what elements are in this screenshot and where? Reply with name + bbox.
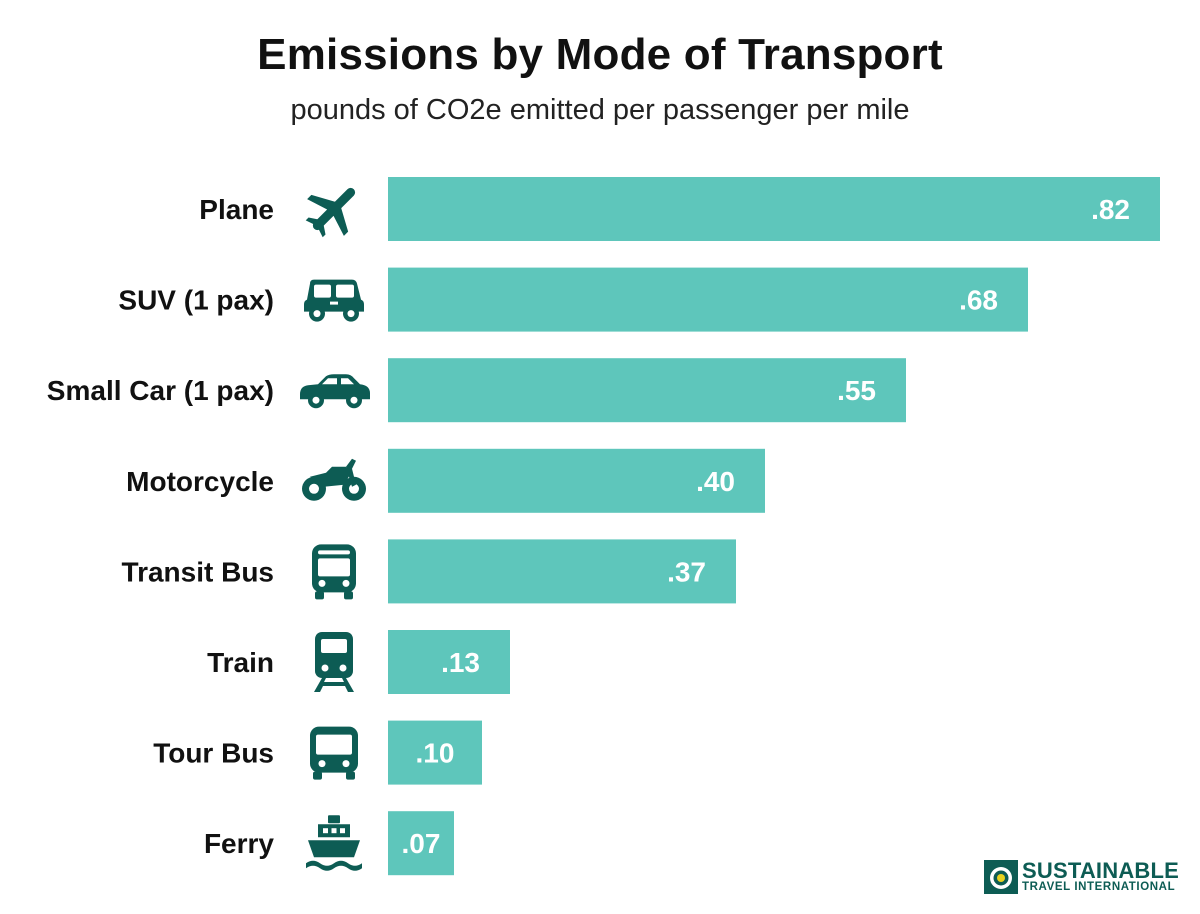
bar (388, 539, 736, 604)
bar (388, 358, 906, 423)
bar (388, 267, 1028, 332)
category-label: Plane (199, 194, 274, 225)
chart-subtitle: pounds of CO2e emitted per passenger per… (290, 94, 910, 126)
ferry-icon (306, 815, 362, 871)
value-label: .55 (837, 375, 876, 406)
bar (388, 811, 454, 876)
value-label: .82 (1091, 194, 1130, 225)
category-label: Train (207, 647, 274, 678)
category-label: Small Car (1 pax) (47, 375, 274, 406)
value-label: .68 (959, 285, 998, 316)
chart-title: Emissions by Mode of Transport (257, 30, 943, 79)
transit-bus-icon (312, 544, 356, 600)
plane-icon (305, 187, 356, 238)
small-car-icon (300, 374, 370, 409)
bar (388, 177, 1160, 241)
suv-icon (304, 279, 364, 322)
motorcycle-icon (302, 458, 366, 501)
value-label: .37 (667, 556, 706, 587)
category-label: SUV (1 pax) (118, 285, 274, 316)
value-label: .13 (441, 647, 480, 678)
value-label: .10 (416, 738, 455, 769)
bar (388, 630, 510, 694)
tour-bus-icon (310, 726, 358, 780)
bar (388, 720, 482, 785)
category-label: Tour Bus (153, 738, 274, 769)
category-label: Motorcycle (126, 466, 274, 497)
logo-line2: TRAVEL INTERNATIONAL (1022, 881, 1176, 893)
value-label: .07 (402, 828, 441, 859)
category-label: Transit Bus (122, 556, 274, 587)
value-label: .40 (696, 466, 735, 497)
logo-mark-icon (984, 860, 1018, 894)
category-label: Ferry (204, 828, 274, 859)
bar (388, 448, 765, 513)
sustainable-travel-logo: SUSTAINABLE TRAVEL INTERNATIONAL (984, 858, 1184, 898)
train-icon (314, 632, 354, 692)
logo-line1: SUSTAINABLE (1022, 858, 1180, 883)
